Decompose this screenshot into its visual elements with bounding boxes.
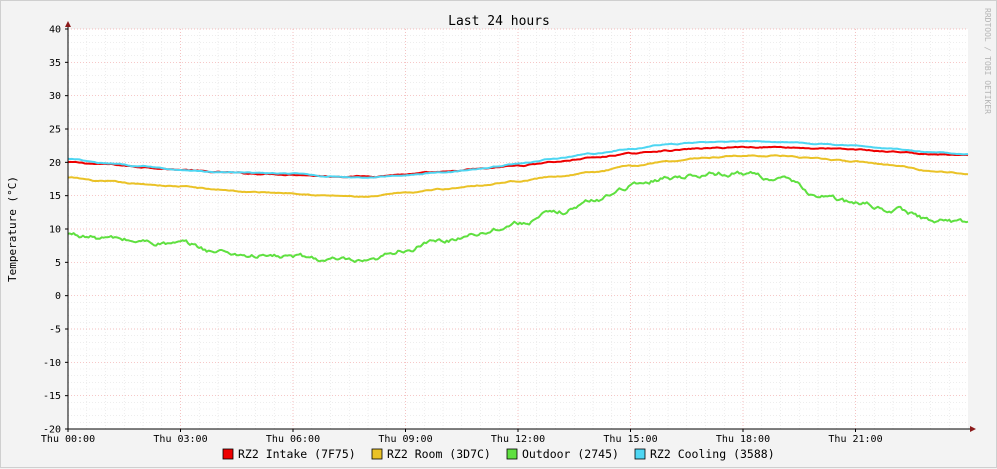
legend-label: Outdoor (2745): [522, 447, 619, 461]
y-tick-label: 30: [49, 91, 61, 102]
y-tick-label: 0: [55, 291, 61, 302]
x-tick-labels: Thu 00:00 Thu 03:00 Thu 06:00 Thu 09:00 Thu …: [41, 429, 883, 445]
x-tick-label: Thu 03:00: [153, 434, 207, 445]
legend-swatch: [634, 448, 646, 460]
legend-item-1: RZ2 Room (3D7C): [371, 447, 491, 461]
x-axis-arrow: [970, 426, 976, 432]
x-tick-label: Thu 00:00: [41, 434, 95, 445]
y-tick-label: 15: [49, 191, 61, 202]
x-tick-label: Thu 15:00: [603, 434, 657, 445]
legend-item-3: RZ2 Cooling (3588): [634, 447, 775, 461]
legend-label: RZ2 Room (3D7C): [387, 447, 491, 461]
y-tick-label: 10: [49, 225, 61, 236]
legend-label: RZ2 Cooling (3588): [650, 447, 775, 461]
y-axis-arrow: [65, 21, 71, 27]
major-grid: [67, 28, 968, 430]
x-tick-label: Thu 12:00: [491, 434, 545, 445]
chart-title: Last 24 hours: [448, 14, 550, 29]
y-tick-label: 35: [49, 58, 61, 69]
y-tick-label: -20: [43, 425, 61, 436]
x-tick-label: Thu 06:00: [266, 434, 320, 445]
y-tick-label: -5: [49, 325, 61, 336]
y-tick-labels: 40 35 30 25 20 15 10 5 0 -5 -10 -15 -20: [43, 25, 68, 436]
legend: RZ2 Intake (7F75) RZ2 Room (3D7C) Outdoor …: [222, 447, 775, 461]
x-tick-label: Thu 21:00: [828, 434, 882, 445]
x-tick-label: Thu 18:00: [716, 434, 770, 445]
y-tick-label: 40: [49, 25, 61, 36]
legend-item-0: RZ2 Intake (7F75): [222, 447, 356, 461]
y-tick-label: -15: [43, 391, 61, 402]
series-line-1: [67, 154, 969, 198]
series-layer: [67, 140, 969, 263]
legend-label: RZ2 Intake (7F75): [238, 447, 356, 461]
series-line-2: [67, 170, 969, 263]
y-axis-label: Temperature (°C): [6, 176, 19, 282]
y-tick-label: 5: [55, 258, 61, 269]
series-line-3: [67, 140, 968, 179]
watermark-text: RRDTOOL / TOBI OETIKER: [983, 8, 992, 114]
y-tick-label: 25: [49, 125, 61, 136]
x-tick-label: Thu 09:00: [378, 434, 432, 445]
legend-swatch: [222, 448, 234, 460]
legend-swatch: [506, 448, 518, 460]
legend-swatch: [371, 448, 383, 460]
legend-item-2: Outdoor (2745): [506, 447, 619, 461]
y-tick-label: 20: [49, 158, 61, 169]
y-tick-label: -10: [43, 358, 61, 369]
